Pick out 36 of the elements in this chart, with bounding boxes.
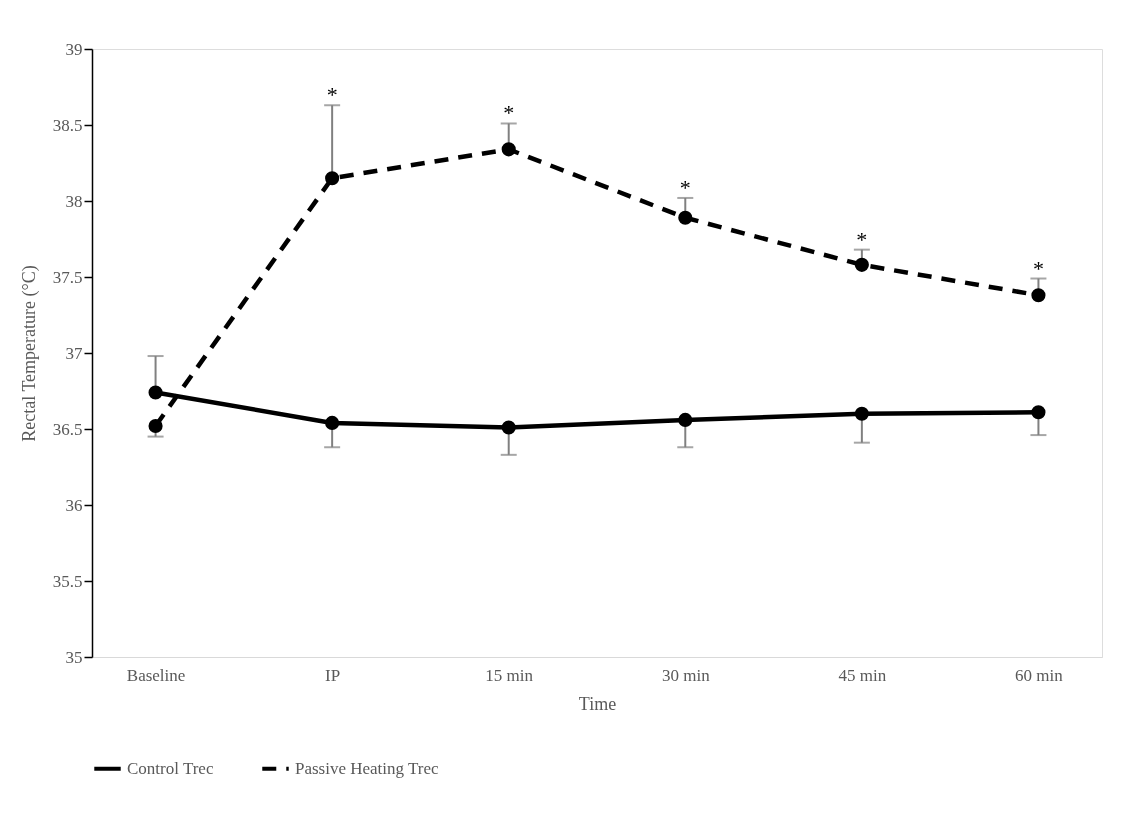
x-tick-label: 45 min <box>838 665 887 685</box>
point <box>501 142 516 157</box>
y-tick-label: 37.5 <box>52 267 83 287</box>
point <box>678 412 693 427</box>
y-tick-label: 39 <box>65 39 83 59</box>
x-tick-label: 60 min <box>1015 665 1064 685</box>
y-tick-label: 35 <box>65 647 83 667</box>
y-axis-title: Rectal Temperature (°C) <box>18 265 40 442</box>
y-tick-label: 36.5 <box>52 419 83 439</box>
point <box>1031 405 1046 420</box>
point <box>148 418 163 434</box>
y-tick-label: 38 <box>65 191 83 211</box>
legend-label: Passive Heating Trec <box>295 758 439 778</box>
point <box>325 171 340 186</box>
y-tick-label: 36 <box>65 495 83 515</box>
legend-label: Control Trec <box>127 758 214 778</box>
y-tick-label: 35.5 <box>52 571 83 591</box>
x-tick-label: IP <box>325 665 341 685</box>
point <box>854 406 869 421</box>
annotation: * <box>326 82 338 108</box>
point <box>501 420 516 435</box>
annotation: * <box>679 174 691 200</box>
x-tick-label: 15 min <box>485 665 534 685</box>
x-tick-label: Baseline <box>126 665 186 685</box>
annotation: * <box>1032 255 1044 281</box>
point <box>678 210 693 225</box>
point <box>1031 288 1046 303</box>
x-axis-title: Time <box>578 693 617 714</box>
y-tick-label: 37 <box>65 343 83 363</box>
annotation: * <box>503 100 515 126</box>
y-tick-label: 38.5 <box>52 115 83 135</box>
point <box>148 385 163 400</box>
x-tick-label: 30 min <box>661 665 711 685</box>
point <box>854 257 869 272</box>
point <box>325 415 340 430</box>
annotation: * <box>856 226 868 252</box>
